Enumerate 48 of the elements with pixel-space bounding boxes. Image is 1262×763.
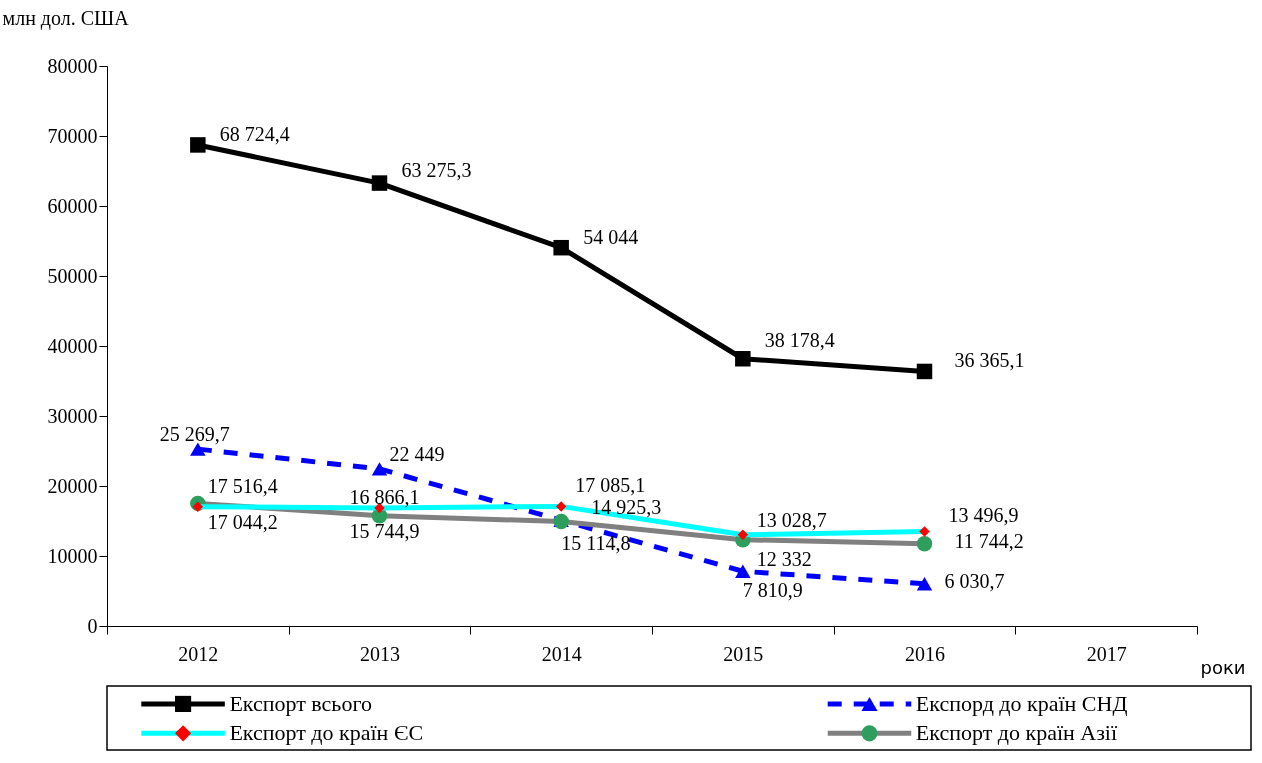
x-tick-label: 2014 [541, 642, 582, 665]
data-label: 17 044,2 [207, 510, 278, 533]
y-tick-label: 20000 [47, 474, 98, 497]
legend-label: Експорт всього [229, 690, 372, 716]
x-tick-label: 2017 [1086, 642, 1127, 665]
point [190, 137, 206, 153]
point [735, 351, 751, 367]
point [371, 462, 388, 476]
data-label: 13 028,7 [756, 508, 827, 531]
data-label: 63 275,3 [401, 159, 472, 182]
data-label: 6 030,7 [944, 569, 1005, 592]
data-label: 68 724,4 [219, 122, 290, 145]
data-label: 22 449 [389, 442, 445, 465]
legend-label: Експорд до країн СНД [915, 690, 1128, 716]
data-label: 36 365,1 [954, 349, 1025, 372]
x-axis-title: роки [1200, 656, 1246, 678]
y-tick-label: 70000 [47, 124, 98, 147]
data-label: 38 178,4 [764, 328, 835, 351]
y-tick-label: 50000 [47, 264, 98, 287]
point [735, 564, 751, 579]
x-tick-label: 2015 [723, 642, 764, 665]
data-label: 17 516,4 [207, 475, 278, 498]
data-label: 7 810,9 [742, 579, 803, 602]
point [553, 239, 569, 256]
point [371, 175, 388, 191]
data-label: 13 496,9 [948, 503, 1019, 526]
y-tick-label: 0 [87, 614, 98, 637]
x-tick-label: 2012 [178, 642, 219, 665]
data-label: 54 044 [583, 225, 639, 248]
y-tick-label: 30000 [47, 404, 98, 427]
data-label: 16 866,1 [349, 485, 420, 508]
data-label: 15 744,9 [349, 519, 420, 542]
legend-label: Експорт до країн ЄС [229, 720, 424, 746]
data-label: 25 269,7 [159, 423, 230, 446]
y-tick-label: 40000 [47, 334, 98, 357]
x-tick-label: 2016 [905, 642, 945, 665]
data-label: 12 332 [756, 547, 812, 570]
point [916, 577, 933, 591]
legend-label: Експорт до країн Азії [915, 720, 1118, 746]
x-tick-label: 2013 [360, 642, 400, 665]
y-tick-label: 60000 [47, 194, 98, 217]
data-label: 17 085,1 [575, 474, 646, 497]
point [916, 363, 933, 380]
data-label: 15 114,8 [561, 532, 631, 555]
y-tick-label: 80000 [47, 54, 98, 77]
data-label: 11 744,2 [954, 529, 1024, 552]
y-axis-title: млн дол. США [2, 6, 130, 30]
y-tick-label: 10000 [47, 544, 98, 567]
